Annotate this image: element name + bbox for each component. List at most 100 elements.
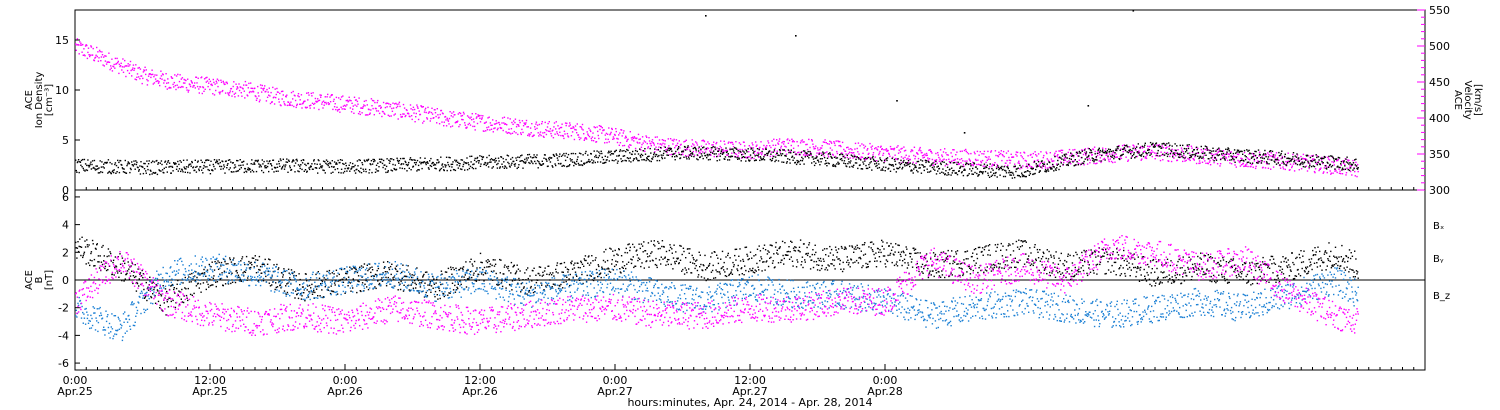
density-series-point <box>1055 169 1057 171</box>
density-series-point <box>928 171 931 173</box>
density-series-point <box>178 163 180 166</box>
velocity-series-point <box>1236 155 1238 158</box>
density-series-point <box>536 154 538 156</box>
b-series-bx-point <box>177 294 179 296</box>
b-series-bx-point <box>115 265 117 267</box>
velocity-series-point <box>685 155 687 157</box>
density-series-point <box>494 161 496 163</box>
velocity-series-point <box>815 155 818 157</box>
density-series-point <box>137 166 139 169</box>
density-series-point <box>1341 167 1344 169</box>
density-series-point <box>444 166 447 168</box>
velocity-series-point <box>76 44 78 46</box>
density-series-point <box>1096 159 1098 161</box>
density-series-point <box>993 164 995 166</box>
density-series-point <box>456 164 458 166</box>
x-tick-date: Apr.25 <box>192 385 228 398</box>
density-series-point <box>556 154 558 156</box>
density-series-point <box>1211 150 1213 152</box>
velocity-series-point <box>1145 157 1148 160</box>
velocity-series-point <box>434 112 437 114</box>
velocity-series-point <box>314 97 317 100</box>
density-series-point <box>664 146 666 148</box>
density-series-point <box>220 165 223 168</box>
x-tick-time: 12:00 <box>194 374 226 387</box>
density-series-point <box>319 163 321 165</box>
velocity-series-point <box>162 73 164 76</box>
density-series-point <box>1225 148 1227 150</box>
density-series-point <box>926 168 928 170</box>
velocity-series-point <box>1345 174 1347 176</box>
density-series-point <box>405 163 408 166</box>
velocity-series-point <box>441 121 443 123</box>
density-series-point <box>901 168 903 170</box>
density-series-point <box>614 150 616 152</box>
velocity-series-point <box>897 152 900 154</box>
velocity-series-point <box>1188 158 1190 161</box>
density-series-point <box>1352 169 1354 171</box>
velocity-series-point <box>696 142 698 144</box>
velocity-series-point <box>778 140 780 142</box>
velocity-series-point <box>127 63 129 65</box>
velocity-series-point <box>1109 153 1111 155</box>
density-series-point <box>164 160 167 162</box>
velocity-series-point <box>446 117 448 119</box>
density-series-point <box>1075 164 1077 166</box>
velocity-series-point <box>1357 170 1359 173</box>
velocity-series-point <box>560 126 563 129</box>
velocity-series-point <box>726 149 728 152</box>
density-series-point <box>223 164 225 166</box>
velocity-series-point <box>182 86 184 88</box>
velocity-series-point <box>149 73 152 75</box>
density-series-point <box>1303 161 1306 163</box>
density-series-point <box>1265 156 1267 158</box>
velocity-series-point <box>1205 149 1208 151</box>
velocity-series-point <box>364 105 366 107</box>
velocity-series-point <box>395 106 398 109</box>
density-series-point <box>142 172 145 175</box>
b-series-bx-point <box>152 281 154 283</box>
velocity-series-point <box>445 119 447 121</box>
density-series-point <box>416 170 418 172</box>
density-series-point <box>1057 163 1060 165</box>
density-series-point <box>552 153 555 156</box>
density-series-point <box>1031 168 1033 170</box>
b-series-bx-point <box>129 275 132 277</box>
density-series-point <box>495 160 497 162</box>
density-series-point <box>245 171 248 173</box>
velocity-series-point <box>125 75 127 78</box>
density-series-point <box>669 147 671 149</box>
density-series-point <box>1191 154 1193 156</box>
density-series-point <box>413 162 416 164</box>
density-series-point <box>1067 164 1069 167</box>
density-series-point <box>1327 166 1330 168</box>
velocity-series-point <box>699 152 701 154</box>
density-series-point <box>1173 152 1175 154</box>
density-series-point <box>178 168 181 170</box>
density-series-point <box>409 157 412 159</box>
density-series-point <box>399 157 402 160</box>
density-series-point <box>258 163 260 165</box>
density-series-point <box>607 152 609 154</box>
density-series-point <box>80 159 83 162</box>
density-series-point <box>1165 152 1167 155</box>
density-series-point <box>463 161 465 163</box>
density-series-point <box>641 154 644 157</box>
density-series-point <box>1310 165 1313 168</box>
velocity-series-point <box>1323 167 1326 169</box>
density-series-point <box>523 161 525 164</box>
b-series-bx-point <box>134 264 136 266</box>
velocity-series-point <box>284 104 286 106</box>
density-series-point <box>696 154 699 156</box>
density-series-point <box>601 156 603 159</box>
b-series-bx-point <box>115 266 118 268</box>
velocity-series-point <box>1050 158 1053 160</box>
velocity-series-point <box>1286 160 1289 163</box>
velocity-series-point <box>285 96 287 98</box>
velocity-series-point <box>809 151 812 154</box>
velocity-series-point <box>660 143 662 145</box>
density-series-point <box>441 164 443 166</box>
density-series-point <box>138 170 140 172</box>
velocity-series-point <box>647 146 650 148</box>
density-series-point <box>479 155 481 157</box>
